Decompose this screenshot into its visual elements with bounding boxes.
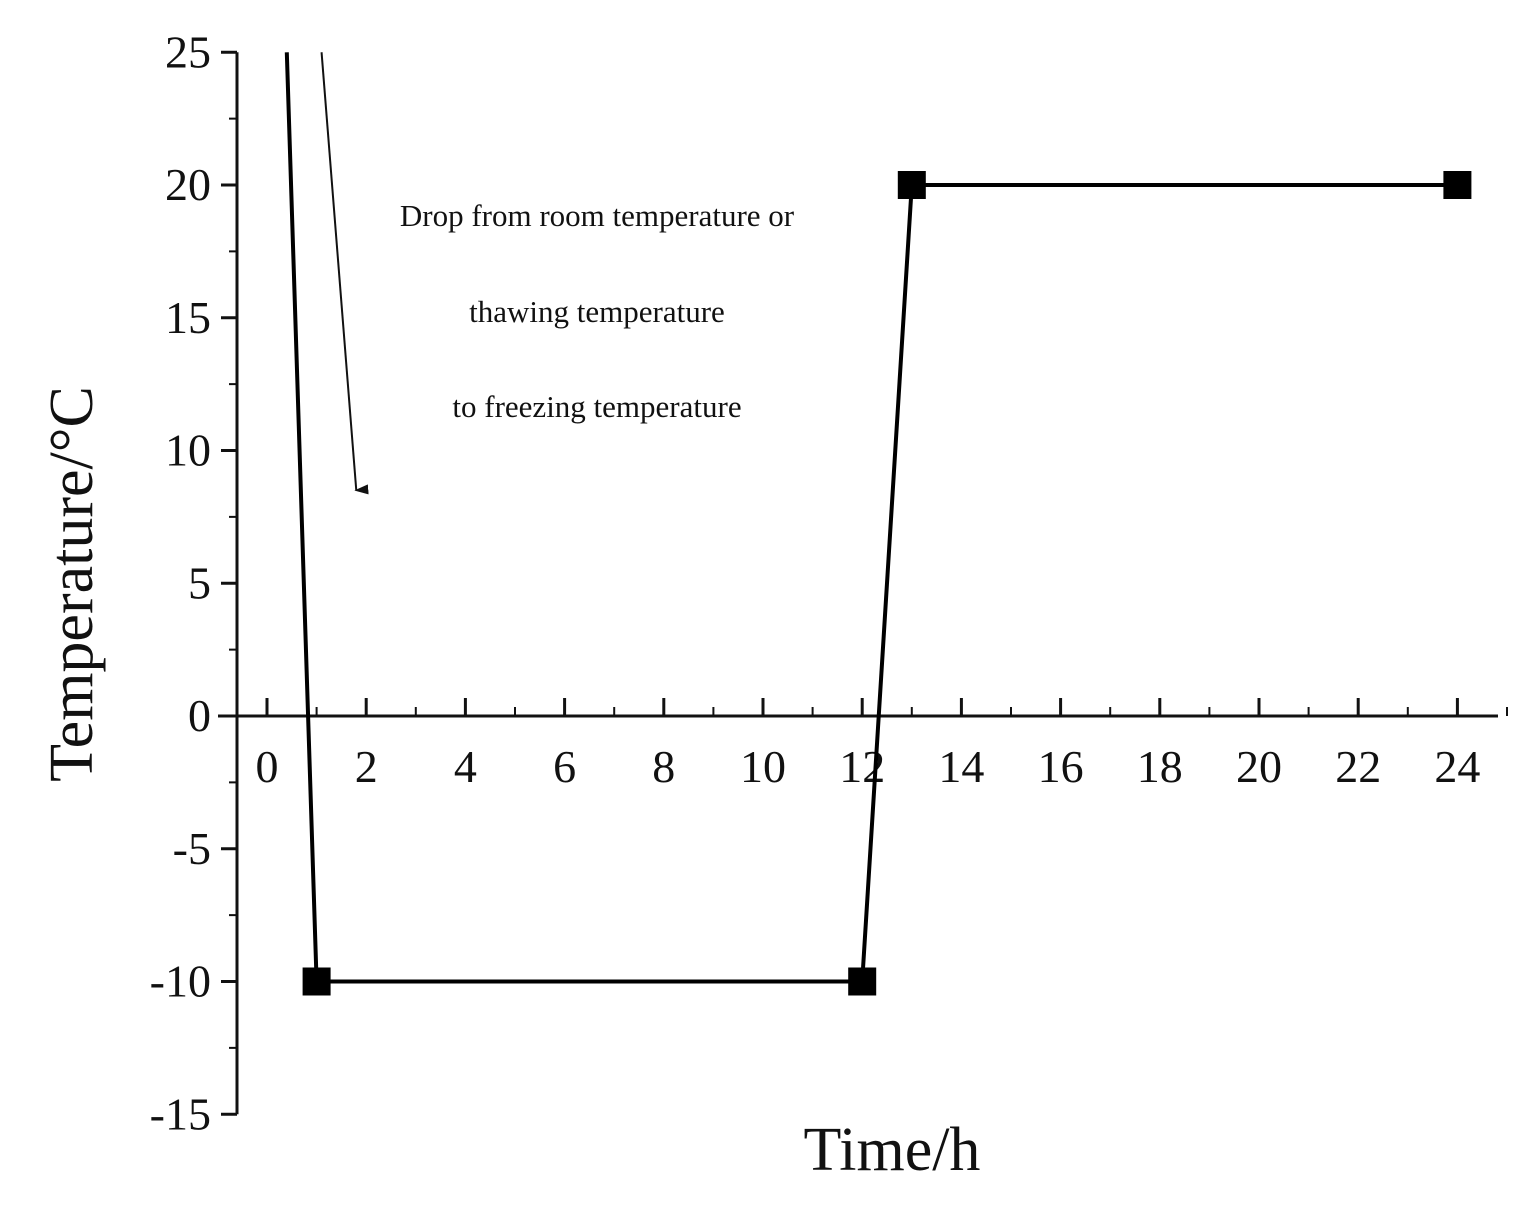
x-tick-label: 16 (1038, 741, 1084, 792)
data-point (897, 171, 926, 199)
annotations: Drop from room temperature or thawing tem… (320, 52, 795, 495)
y-tick-label: 10 (165, 425, 211, 476)
x-tick-label: 14 (938, 741, 984, 792)
x-tick-label: 4 (454, 741, 477, 792)
annotation-text: thawing temperature (469, 294, 725, 329)
x-tick-label: 10 (740, 741, 786, 792)
x-tick-label: 24 (1434, 741, 1480, 792)
annotation-text: Drop from room temperature or (400, 198, 795, 233)
x-tick-label: 8 (652, 741, 675, 792)
x-tick-label: 20 (1236, 741, 1282, 792)
y-tick-label: 5 (188, 557, 211, 608)
y-tick-label: 15 (165, 292, 211, 343)
x-tick-label: 18 (1137, 741, 1183, 792)
x-tick-label: 22 (1335, 741, 1381, 792)
y-tick-label: 0 (188, 690, 211, 741)
annotation-arrow (320, 52, 369, 495)
x-tick-label: 6 (553, 741, 576, 792)
x-tick-label: 0 (256, 741, 279, 792)
y-tick-label: -5 (173, 823, 211, 874)
y-tick-label: 25 (165, 26, 211, 77)
x-axis-title: Time/h (804, 1116, 981, 1184)
x-tick-label: 2 (355, 741, 378, 792)
data-point (848, 967, 877, 996)
y-tick-label: -10 (150, 956, 211, 1007)
data-point (302, 967, 331, 996)
y-tick-label: 20 (165, 159, 211, 210)
y-tick-label: -15 (150, 1088, 211, 1139)
plot-area (284, 52, 1472, 996)
y-axis-title: Temperature/°C (38, 386, 106, 782)
series-line (284, 52, 1458, 984)
annotation-text: to freezing temperature (452, 389, 741, 424)
data-point (1443, 171, 1472, 199)
